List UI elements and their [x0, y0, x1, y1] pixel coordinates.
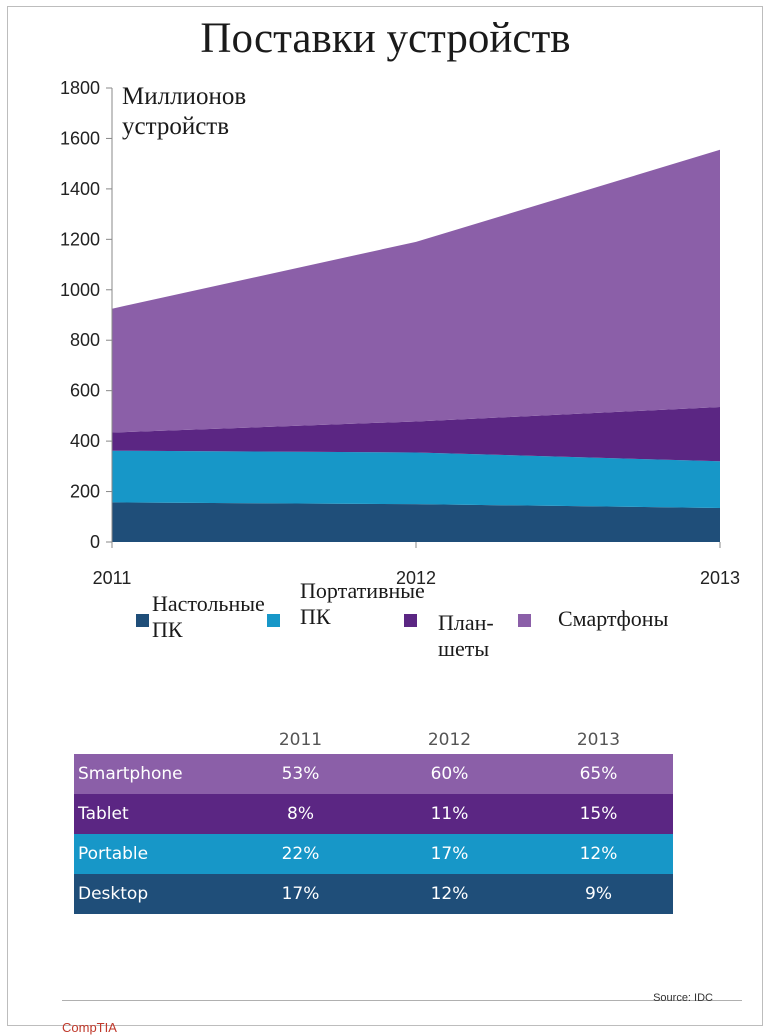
y-tick-label: 1800: [60, 78, 100, 98]
area-series-2: [112, 407, 720, 462]
table-row-tablet: Tablet 8% 11% 15%: [74, 794, 673, 834]
table-row-desktop: Desktop 17% 12% 9%: [74, 874, 673, 914]
source-note: Source: IDC: [653, 992, 713, 1004]
y-tick-label: 1400: [60, 179, 100, 199]
area-series-1: [112, 450, 720, 508]
legend-label: Смартфоны: [558, 606, 669, 631]
market-share-table: 2011 2012 2013 Smartphone 53% 60% 65% Ta…: [74, 726, 673, 914]
share-cell: 22%: [281, 844, 320, 864]
stacked-area-chart: 0 200 400 600 800 1000 1200 1400 1600 1800 2011 201…: [60, 78, 740, 588]
y-axis-label: Миллионов устройств: [122, 83, 247, 140]
table-row-smartphone: Smartphone 53% 60% 65%: [74, 754, 673, 794]
share-cell: 65%: [579, 764, 618, 784]
x-tick-label: 2011: [93, 568, 132, 588]
share-cell: 15%: [579, 804, 618, 824]
share-cell: 9%: [585, 884, 612, 904]
chart-title: Поставки устройств: [200, 15, 571, 62]
row-label: Smartphone: [78, 764, 183, 784]
legend-label: Портативные ПК: [300, 578, 425, 629]
table-header-year: 2011: [278, 730, 323, 750]
table-header-empty: [74, 726, 226, 754]
table-header-year: 2012: [427, 730, 472, 750]
share-cell: 12%: [579, 844, 618, 864]
legend-swatch: [404, 614, 417, 627]
share-cell: 8%: [287, 804, 314, 824]
share-cell: 12%: [430, 884, 469, 904]
area-series-0: [112, 502, 720, 542]
legend-label: Настольные ПК: [152, 591, 265, 642]
slide-frame: [7, 6, 763, 1026]
legend-swatch: [518, 614, 531, 627]
share-cell: 53%: [281, 764, 320, 784]
share-cell: 17%: [430, 844, 469, 864]
legend-swatch: [267, 614, 280, 627]
table-row-portable: Portable 22% 17% 12%: [74, 834, 673, 874]
table-header-row: 2011 2012 2013: [74, 726, 673, 754]
area-series-3: [112, 149, 720, 433]
table-header-year: 2013: [576, 730, 621, 750]
row-label: Portable: [78, 844, 149, 864]
y-tick-label: 600: [70, 381, 100, 401]
x-tick-label: 2012: [396, 568, 436, 588]
y-tick-label: 0: [90, 532, 100, 552]
y-tick-label: 200: [70, 482, 100, 502]
share-cell: 11%: [430, 804, 469, 824]
legend-swatch: [136, 614, 149, 627]
row-label: Desktop: [78, 884, 149, 904]
row-label: Tablet: [78, 804, 129, 824]
footer-divider: [62, 1000, 742, 1001]
y-tick-label: 800: [70, 330, 100, 350]
y-tick-label: 1000: [60, 280, 100, 300]
x-tick-label: 2013: [700, 568, 740, 588]
legend-label: План- шеты: [438, 610, 494, 661]
comptia-logo: CompTIA: [62, 1020, 117, 1035]
share-cell: 60%: [430, 764, 469, 784]
y-tick-label: 1600: [60, 128, 100, 148]
y-tick-label: 1200: [60, 229, 100, 249]
y-tick-label: 400: [70, 431, 100, 451]
share-cell: 17%: [281, 884, 320, 904]
